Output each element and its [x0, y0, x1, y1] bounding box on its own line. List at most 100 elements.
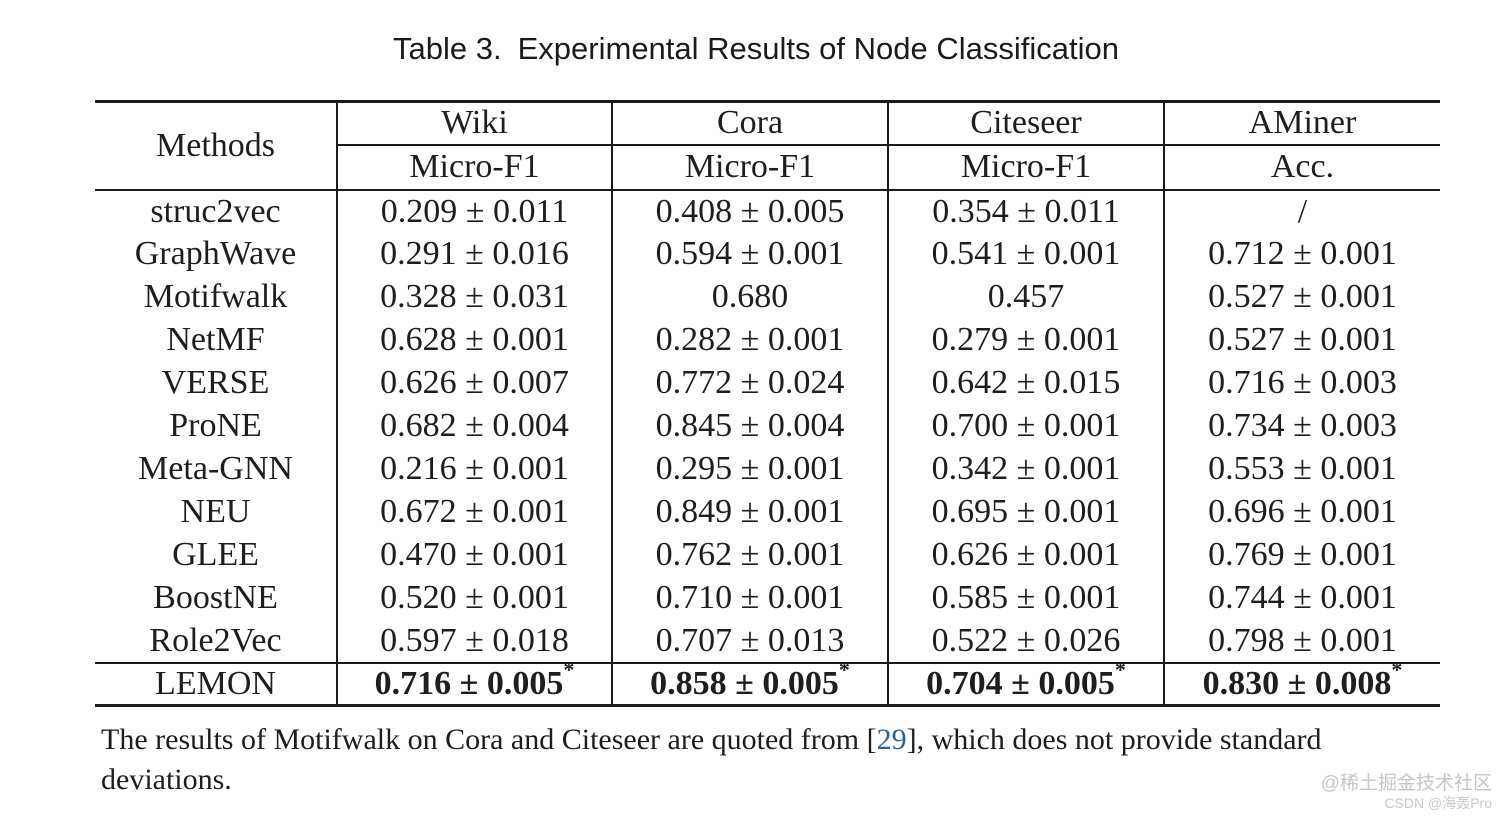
dataset-header-cora: Cora: [611, 101, 888, 146]
value-cell: 0.527 ± 0.001: [1163, 318, 1440, 362]
value-cell: 0.282 ± 0.001: [611, 318, 888, 362]
value-cell: 0.769 ± 0.001: [1163, 533, 1440, 577]
dataset-header-wiki: Wiki: [336, 101, 612, 146]
table-row: NEU 0.672 ± 0.001 0.849 ± 0.001 0.695 ± 0.0…: [95, 490, 1440, 534]
value-cell: 0.553 ± 0.001: [1163, 447, 1440, 491]
significance-star: *: [1391, 662, 1403, 683]
watermark-line2: CSDN @海轰Pro: [1384, 794, 1492, 811]
footnote-text-after: ], which does not provide standard devia…: [101, 723, 1322, 796]
table-row: LEMON 0.716 ± 0.005* 0.858 ± 0.005* 0.704 ±…: [95, 661, 1440, 706]
value-cell: 0.710 ± 0.001: [611, 576, 888, 620]
value-cell: 0.772 ± 0.024: [611, 361, 888, 405]
table-caption: Table 3. Experimental Results of Node Cla…: [0, 31, 1512, 67]
value-cell: 0.716 ± 0.005*: [336, 661, 612, 706]
method-cell: GraphWave: [134, 235, 297, 272]
value-cell: 0.527 ± 0.001: [1163, 275, 1440, 319]
value-cell: 0.626 ± 0.001: [887, 533, 1164, 577]
footnote-text-before: The results of Motifwalk on Cora and Cit…: [101, 723, 877, 756]
value-cell: 0.744 ± 0.001: [1163, 576, 1440, 620]
table-row: GraphWave 0.291 ± 0.016 0.594 ± 0.001 0.541…: [95, 232, 1440, 276]
value-cell: 0.594 ± 0.001: [611, 232, 888, 276]
metric-header-aminer: Acc.: [1163, 144, 1440, 191]
value-cell: 0.354 ± 0.011: [887, 189, 1164, 233]
method-cell: struc2vec: [150, 192, 281, 230]
table-row: BoostNE 0.520 ± 0.001 0.710 ± 0.001 0.585 ±…: [95, 576, 1440, 620]
value-cell: 0.457: [887, 275, 1164, 319]
value-cell: 0.520 ± 0.001: [336, 576, 612, 620]
value-cell: 0.700 ± 0.001: [887, 404, 1164, 448]
metric-header-citeseer: Micro-F1: [887, 144, 1164, 191]
value-cell: 0.408 ± 0.005: [611, 189, 888, 233]
dataset-header-aminer: AMiner: [1163, 101, 1440, 146]
table-body: struc2vec 0.209 ± 0.011 0.408 ± 0.005 0.354…: [95, 189, 1440, 706]
value-cell: /: [1163, 189, 1440, 233]
value-cell: 0.712 ± 0.001: [1163, 232, 1440, 276]
method-cell: Meta-GNN: [138, 450, 293, 487]
value-cell: 0.682 ± 0.004: [336, 404, 612, 448]
watermark: @稀土掘金技术社区 CSDN @海轰Pro: [1321, 773, 1492, 811]
value-cell: 0.849 ± 0.001: [611, 490, 888, 534]
value-cell: 0.716 ± 0.003: [1163, 361, 1440, 405]
table-caption-title: Experimental Results of Node Classificat…: [517, 31, 1119, 66]
significance-star: *: [563, 662, 575, 683]
methods-header-cell: Methods: [95, 101, 337, 191]
value-cell: 0.209 ± 0.011: [336, 189, 612, 233]
header-dataset-row: Methods Wiki Cora Citeseer AMiner: [95, 101, 1440, 191]
value-cell: 0.216 ± 0.001: [336, 447, 612, 491]
value-cell: 0.470 ± 0.001: [336, 533, 612, 577]
citation-link[interactable]: 29: [876, 723, 907, 756]
value-cell: 0.626 ± 0.007: [336, 361, 612, 405]
table-row: NetMF 0.628 ± 0.001 0.282 ± 0.001 0.279 ± 0…: [95, 318, 1440, 362]
value-cell: 0.704 ± 0.005*: [887, 661, 1164, 706]
value-cell: 0.628 ± 0.001: [336, 318, 612, 362]
value-cell: 0.328 ± 0.031: [336, 275, 612, 319]
method-cell: LEMON: [95, 661, 337, 706]
value-cell: 0.597 ± 0.018: [336, 619, 612, 663]
results-table: Methods Wiki Cora Citeseer AMiner Micro-…: [95, 100, 1440, 707]
value-cell: 0.762 ± 0.001: [611, 533, 888, 577]
table-row: VERSE 0.626 ± 0.007 0.772 ± 0.024 0.642 ± 0…: [95, 361, 1440, 405]
metric-header-wiki: Micro-F1: [336, 144, 612, 191]
value-cell: 0.707 ± 0.013: [611, 619, 888, 663]
value-cell: 0.830 ± 0.008*: [1163, 661, 1440, 706]
method-cell: GLEE: [172, 536, 259, 573]
value-cell: 0.734 ± 0.003: [1163, 404, 1440, 448]
value-cell: 0.541 ± 0.001: [887, 232, 1164, 276]
value-cell: 0.858 ± 0.005*: [611, 661, 888, 706]
significance-star: *: [838, 662, 850, 683]
method-cell: BoostNE: [153, 579, 278, 616]
value-cell: 0.295 ± 0.001: [611, 447, 888, 491]
value-cell: 0.642 ± 0.015: [887, 361, 1164, 405]
table-row: Meta-GNN 0.216 ± 0.001 0.295 ± 0.001 0.342 …: [95, 447, 1440, 491]
value-cell: 0.585 ± 0.001: [887, 576, 1164, 620]
value-cell: 0.695 ± 0.001: [887, 490, 1164, 534]
metric-header-cora: Micro-F1: [611, 144, 888, 191]
value-cell: 0.798 ± 0.001: [1163, 619, 1440, 663]
method-cell: NetMF: [166, 321, 265, 358]
value-cell: 0.845 ± 0.004: [611, 404, 888, 448]
watermark-line1: @稀土掘金技术社区: [1320, 773, 1492, 795]
method-cell: Motifwalk: [143, 278, 288, 315]
significance-star: *: [1114, 662, 1126, 683]
table-row: Motifwalk 0.328 ± 0.031 0.680 0.457 0.527 ± …: [95, 275, 1440, 319]
table-row: GLEE 0.470 ± 0.001 0.762 ± 0.001 0.626 ± 0.…: [95, 533, 1440, 577]
table-row: struc2vec 0.209 ± 0.011 0.408 ± 0.005 0.354…: [95, 189, 1440, 233]
table-row: Role2Vec 0.597 ± 0.018 0.707 ± 0.013 0.522 …: [95, 619, 1440, 663]
value-cell: 0.522 ± 0.026: [887, 619, 1164, 663]
value-cell: 0.291 ± 0.016: [336, 232, 612, 276]
value-cell: 0.279 ± 0.001: [887, 318, 1164, 362]
table-footnote: The results of Motifwalk on Cora and Cit…: [101, 720, 1431, 800]
value-cell: 0.672 ± 0.001: [336, 490, 612, 534]
method-cell: ProNE: [169, 407, 262, 444]
value-cell: 0.342 ± 0.001: [887, 447, 1164, 491]
header-metric-row: Micro-F1 Micro-F1 Micro-F1 Acc.: [95, 144, 1440, 191]
method-cell: NEU: [180, 493, 251, 530]
table-caption-label: Table 3.: [393, 31, 502, 66]
value-cell: 0.680: [611, 275, 888, 319]
method-cell: Role2Vec: [149, 621, 282, 659]
value-cell: 0.696 ± 0.001: [1163, 490, 1440, 534]
method-cell: VERSE: [161, 364, 270, 401]
table-row: ProNE 0.682 ± 0.004 0.845 ± 0.004 0.700 ± 0…: [95, 404, 1440, 448]
dataset-header-citeseer: Citeseer: [887, 101, 1164, 146]
